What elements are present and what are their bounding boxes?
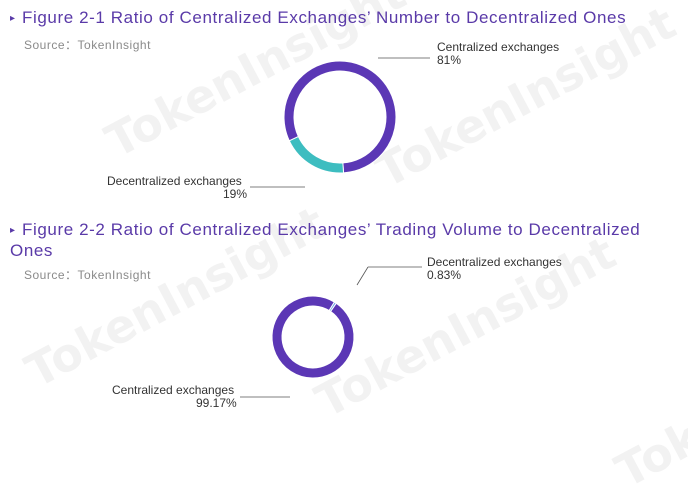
slice-label: Decentralized exchanges — [427, 255, 562, 269]
donut-slice — [328, 301, 337, 313]
figure-title: ▸ Figure 2-1 Ratio of Centralized Exchang… — [10, 8, 680, 29]
slice-value-label: 19% — [223, 187, 247, 201]
donut-chart: Centralized exchanges 81% Decentralized … — [107, 40, 559, 201]
slice-value-label: 99.17% — [196, 396, 237, 410]
leader-line — [356, 266, 369, 286]
figure-source: Source：TokenInsight — [24, 38, 151, 52]
slice-value-label: 81% — [437, 53, 461, 67]
bullet-arrow-icon: ▸ — [10, 224, 16, 236]
slice-label: Centralized exchanges — [437, 40, 559, 54]
donut-slice — [271, 295, 355, 379]
donut-slices — [271, 295, 355, 379]
slice-value-label: 0.83% — [427, 268, 461, 282]
figure-title: ▸ Figure 2-2 Ratio of Centralized Exchang… — [10, 220, 680, 261]
figure-title-text: Figure 2-2 Ratio of Centralized Exchange… — [10, 220, 641, 260]
figure-source: Source：TokenInsight — [24, 268, 151, 282]
slice-label: Centralized exchanges — [112, 383, 234, 397]
figure-title-text: Figure 2-1 Ratio of Centralized Exchange… — [22, 8, 627, 27]
bullet-arrow-icon: ▸ — [10, 12, 16, 24]
donut-slices — [283, 60, 397, 174]
slice-label: Decentralized exchanges — [107, 174, 242, 188]
donut-chart: Decentralized exchanges 0.83% Centralize… — [112, 255, 562, 410]
donut-slice — [288, 135, 345, 174]
